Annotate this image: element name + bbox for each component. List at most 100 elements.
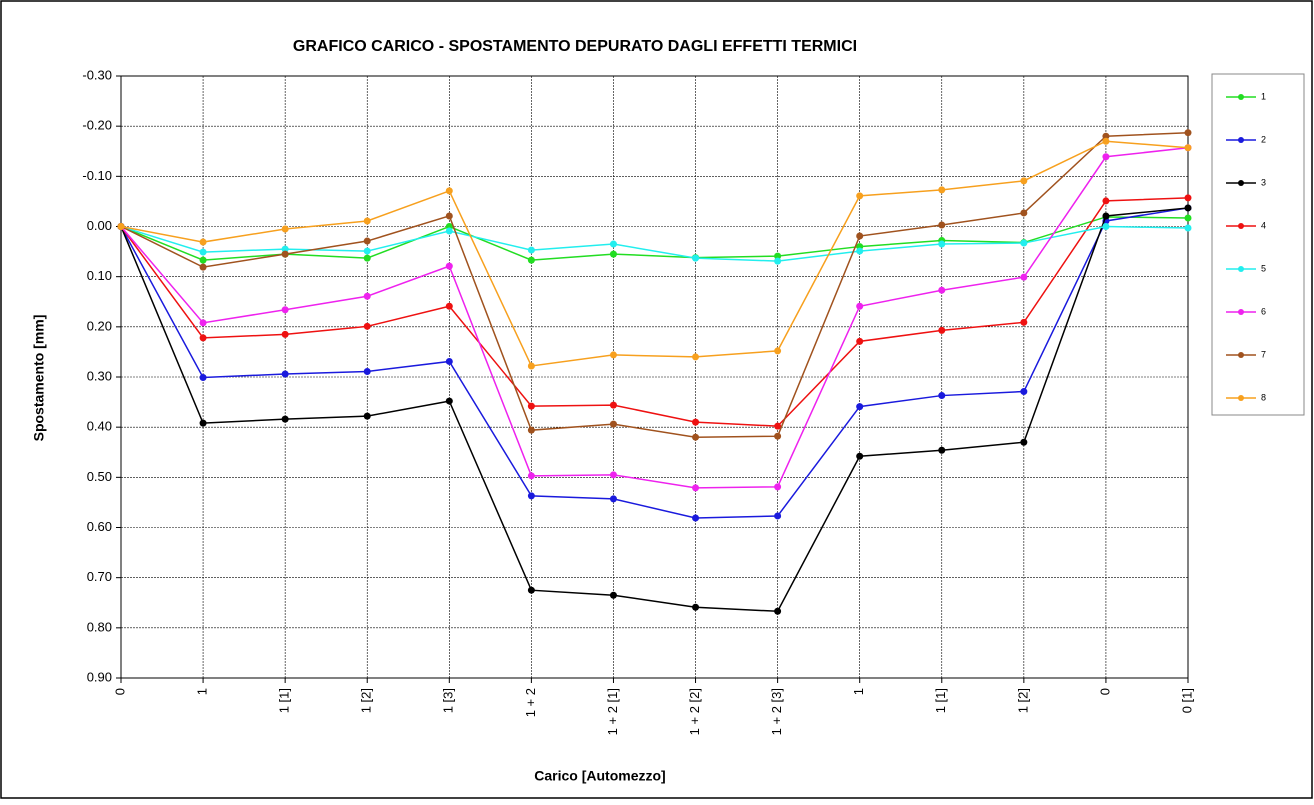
data-point — [856, 302, 864, 310]
data-point — [527, 492, 535, 500]
data-point — [1102, 212, 1110, 220]
data-point — [527, 402, 535, 410]
x-tick-label: 1 [2] — [359, 688, 374, 713]
series-line — [120, 207, 1189, 613]
legend-marker — [1238, 137, 1244, 143]
data-point — [938, 240, 946, 248]
data-point — [1020, 388, 1028, 396]
data-point — [199, 334, 207, 342]
y-tick-label: -0.30 — [82, 67, 112, 82]
y-tick-label: -0.10 — [82, 168, 112, 183]
y-axis-label: Spostamento [mm] — [31, 315, 47, 442]
legend-marker — [1238, 223, 1244, 229]
data-point — [938, 186, 946, 194]
y-tick-label: 0.10 — [87, 268, 112, 283]
x-tick-label: 1 + 2 — [523, 688, 538, 717]
data-point — [856, 403, 864, 411]
data-point — [445, 187, 453, 195]
legend-label: 4 — [1261, 220, 1266, 230]
x-tick-label: 1 + 2 [2] — [687, 688, 702, 735]
data-point — [199, 319, 207, 327]
data-point — [199, 419, 207, 427]
data-point — [774, 512, 782, 520]
legend-marker — [1238, 180, 1244, 186]
data-point — [609, 250, 617, 258]
data-point — [692, 353, 700, 361]
data-point — [1102, 223, 1110, 230]
y-tick-label: 0.60 — [87, 519, 112, 534]
data-point — [445, 262, 453, 270]
y-tick-label: 0.20 — [87, 318, 112, 333]
data-point — [609, 591, 617, 599]
data-point — [609, 495, 617, 503]
data-point — [1184, 194, 1192, 202]
legend-marker — [1238, 266, 1244, 272]
chart-title: GRAFICO CARICO - SPOSTAMENTO DEPURATO DA… — [293, 38, 857, 55]
data-point — [692, 418, 700, 426]
data-point — [363, 367, 371, 375]
x-tick-label: 0 [1] — [1179, 688, 1194, 713]
data-point — [527, 246, 535, 254]
data-point — [938, 286, 946, 294]
data-point — [363, 247, 371, 255]
legend-label: 1 — [1261, 91, 1266, 101]
y-tick-label: 0.40 — [87, 419, 112, 434]
data-point — [527, 586, 535, 594]
data-point — [856, 192, 864, 200]
x-tick-label: 0 — [1097, 688, 1112, 695]
data-point — [199, 263, 207, 271]
data-point — [363, 237, 371, 245]
y-tick-label: 0.70 — [87, 569, 112, 584]
x-tick-label: 1 — [195, 688, 210, 695]
data-point — [1102, 137, 1110, 145]
legend-marker — [1238, 309, 1244, 315]
data-point — [856, 337, 864, 345]
series-line — [120, 140, 1189, 367]
x-tick-label: 1 [2] — [1015, 688, 1030, 713]
y-tick-label: -0.20 — [82, 118, 112, 133]
data-point — [774, 422, 782, 430]
legend-label: 2 — [1261, 134, 1266, 144]
data-point — [281, 250, 289, 258]
data-point — [692, 514, 700, 522]
data-point — [363, 322, 371, 330]
series-line — [120, 197, 1189, 427]
data-point — [1184, 224, 1192, 232]
data-point — [363, 254, 371, 262]
y-tick-label: 0.30 — [87, 368, 112, 383]
data-point — [609, 351, 617, 359]
data-point — [445, 302, 453, 310]
data-point — [445, 357, 453, 365]
x-tick-label: 1 + 2 [3] — [769, 688, 784, 735]
data-point — [774, 432, 782, 440]
data-point — [363, 217, 371, 225]
x-tick-label: 0 — [112, 688, 127, 695]
data-point — [1020, 177, 1028, 185]
data-point — [1020, 239, 1028, 247]
x-tick-label: 1 [3] — [441, 688, 456, 713]
data-point — [527, 362, 535, 370]
data-point — [1020, 273, 1028, 281]
data-point — [774, 607, 782, 615]
data-point — [609, 240, 617, 248]
y-tick-label: 0.80 — [87, 619, 112, 634]
legend-label: 5 — [1261, 263, 1266, 273]
data-point — [527, 426, 535, 434]
data-point — [1184, 129, 1192, 137]
legend-marker — [1238, 395, 1244, 401]
data-point — [774, 347, 782, 355]
data-point — [609, 471, 617, 479]
data-point — [199, 374, 207, 382]
data-point — [527, 256, 535, 264]
series-line — [120, 207, 1189, 519]
data-point — [938, 446, 946, 454]
legend-marker — [1238, 352, 1244, 358]
legend-marker — [1238, 94, 1244, 100]
data-point — [938, 392, 946, 400]
data-point — [692, 254, 700, 262]
data-point — [692, 484, 700, 492]
data-point — [1102, 153, 1110, 161]
data-point — [774, 483, 782, 491]
x-tick-label: 1 [1] — [277, 688, 292, 713]
